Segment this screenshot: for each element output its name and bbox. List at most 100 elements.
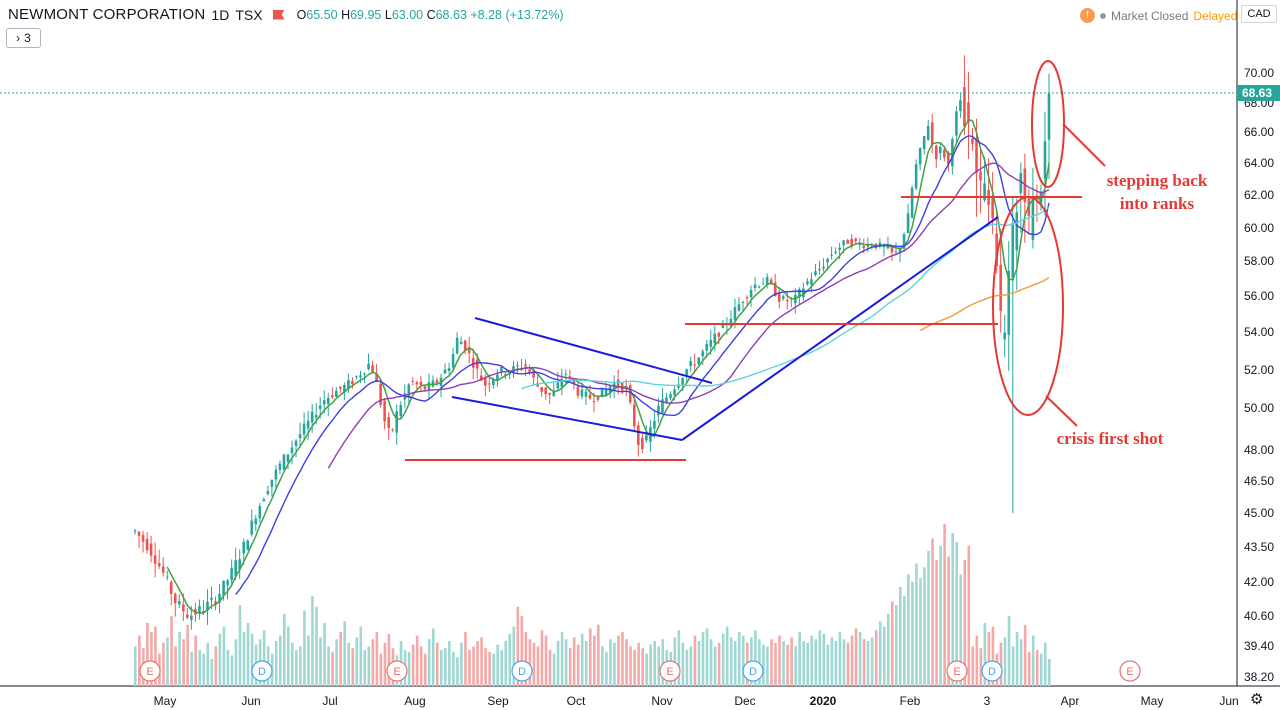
volume-bar bbox=[134, 646, 137, 686]
candle-body bbox=[226, 580, 229, 586]
candle-body bbox=[971, 138, 974, 144]
volume-bar bbox=[778, 635, 781, 686]
volume-bar bbox=[798, 632, 801, 686]
volume-bar bbox=[770, 639, 773, 686]
volume-bar bbox=[568, 648, 572, 686]
volume-bar bbox=[146, 623, 149, 686]
x-tick-label: Jun bbox=[241, 694, 260, 708]
indicators-toggle-button[interactable]: › 3 bbox=[6, 28, 41, 48]
y-tick-label: 45.00 bbox=[1244, 506, 1274, 520]
candle-body bbox=[781, 296, 785, 299]
flag-icon[interactable] bbox=[272, 9, 285, 20]
candle-body bbox=[246, 540, 250, 550]
candle-body bbox=[330, 395, 334, 398]
candle-body bbox=[274, 469, 278, 480]
volume-bar bbox=[162, 642, 165, 686]
candle-body bbox=[894, 251, 898, 253]
candle-body bbox=[657, 405, 660, 416]
volume-bar bbox=[295, 650, 298, 686]
gear-icon[interactable]: ⚙ bbox=[1250, 691, 1264, 708]
volume-bar bbox=[552, 653, 556, 686]
volume-bar bbox=[923, 567, 926, 686]
event-marker-icon bbox=[386, 660, 408, 682]
candle-body bbox=[564, 373, 568, 375]
interval-label[interactable]: 1D bbox=[211, 6, 230, 23]
volume-bar bbox=[351, 648, 355, 686]
currency-button[interactable]: CAD bbox=[1241, 5, 1277, 23]
candle-body bbox=[717, 332, 721, 337]
candle-body bbox=[298, 434, 302, 439]
volume-bar bbox=[246, 623, 250, 686]
volume-bar bbox=[810, 635, 814, 686]
candle-body bbox=[383, 400, 386, 422]
delayed-label[interactable]: Delayed bbox=[1193, 8, 1238, 23]
candle-body bbox=[858, 243, 862, 245]
volume-bar bbox=[625, 639, 628, 686]
candle-body bbox=[910, 187, 914, 218]
warning-icon[interactable]: ! bbox=[1080, 8, 1095, 23]
volume-bar bbox=[874, 630, 878, 686]
volume-bar bbox=[375, 632, 379, 686]
volume-bar bbox=[319, 637, 322, 686]
candle-body bbox=[145, 538, 149, 551]
candle-body bbox=[850, 238, 854, 247]
symbol-name[interactable]: NEWMONT CORPORATION bbox=[8, 6, 206, 23]
volume-bar bbox=[448, 641, 451, 686]
volume-bar bbox=[460, 642, 463, 686]
candle-body bbox=[177, 601, 181, 605]
candle-body bbox=[737, 304, 741, 311]
volume-bar bbox=[1043, 642, 1047, 686]
volume-bar bbox=[919, 578, 922, 686]
candle-body bbox=[673, 389, 676, 396]
candle-body bbox=[810, 279, 813, 285]
candle-body bbox=[641, 437, 644, 449]
volume-bar bbox=[617, 635, 620, 686]
volume-bar bbox=[685, 650, 689, 686]
change-value: +8.28 (+13.72%) bbox=[470, 7, 564, 22]
volume-bar bbox=[440, 650, 443, 686]
volume-bar bbox=[532, 642, 536, 686]
volume-bar bbox=[971, 646, 975, 686]
volume-bar bbox=[218, 633, 222, 686]
volume-bar bbox=[355, 637, 359, 686]
volume-bar bbox=[198, 650, 202, 686]
volume-bar bbox=[693, 635, 697, 686]
volume-bar bbox=[186, 624, 189, 686]
candle-body bbox=[286, 454, 290, 462]
candle-body bbox=[713, 333, 717, 344]
volume-bar bbox=[842, 639, 846, 686]
y-tick-label: 60.00 bbox=[1244, 221, 1274, 235]
y-tick-label: 58.00 bbox=[1244, 254, 1274, 268]
low-value: 63.00 bbox=[391, 7, 424, 22]
candle-body bbox=[955, 111, 958, 136]
volume-bar bbox=[1027, 651, 1031, 686]
volume-bar bbox=[214, 646, 218, 686]
volume-bar bbox=[858, 632, 862, 686]
candle-body bbox=[999, 264, 1002, 311]
candle-body bbox=[467, 347, 471, 354]
candle-body bbox=[838, 247, 841, 250]
x-tick-label: 3 bbox=[984, 694, 991, 708]
volume-bar bbox=[287, 626, 290, 686]
candle-body bbox=[886, 245, 890, 249]
event-marker-icon bbox=[139, 660, 161, 682]
volume-bar bbox=[886, 614, 890, 686]
candle-body bbox=[137, 531, 141, 536]
candle-body bbox=[745, 297, 749, 299]
indicator-count: 3 bbox=[24, 31, 31, 45]
candle-body bbox=[862, 246, 866, 249]
candle-body bbox=[826, 258, 829, 263]
candle-body bbox=[222, 580, 225, 596]
volume-bar bbox=[1007, 615, 1011, 686]
candle-body bbox=[165, 576, 169, 578]
volume-bar bbox=[242, 632, 246, 686]
volume-bar bbox=[435, 642, 439, 686]
volume-bar bbox=[331, 651, 334, 686]
status-dot-icon bbox=[1100, 12, 1106, 19]
candle-body bbox=[524, 364, 527, 367]
volume-bar bbox=[999, 642, 1003, 686]
candle-body bbox=[173, 593, 177, 604]
candles bbox=[133, 55, 1051, 630]
annotation-line: stepping back bbox=[1106, 171, 1208, 190]
